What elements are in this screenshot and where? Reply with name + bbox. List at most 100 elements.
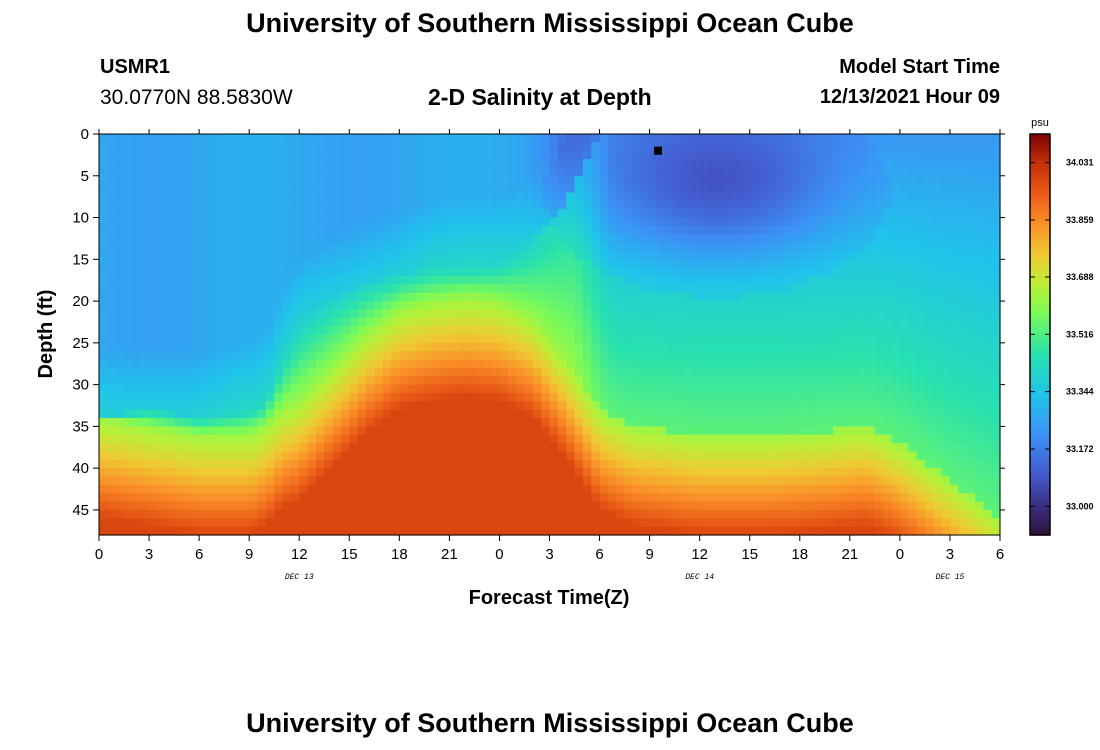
heatmap-cell (499, 334, 509, 344)
heatmap-cell (257, 292, 267, 302)
heatmap-cell (741, 384, 751, 394)
heatmap-cell (416, 326, 425, 336)
heatmap-cell (941, 134, 951, 143)
heatmap-cell (524, 384, 534, 394)
heatmap-cell (424, 250, 434, 260)
heatmap-cell (524, 317, 534, 327)
heatmap-cell (357, 309, 367, 319)
heatmap-cell (641, 234, 651, 244)
heatmap-cell (365, 217, 375, 227)
heatmap-cell (174, 476, 184, 486)
heatmap-cell (841, 192, 851, 202)
heatmap-cell (741, 459, 751, 469)
heatmap-cell (891, 175, 901, 185)
heatmap-cell (991, 292, 1001, 302)
heatmap-cell (232, 150, 242, 160)
heatmap-cell (215, 434, 225, 444)
heatmap-cell (541, 234, 551, 244)
heatmap-cell (424, 309, 434, 319)
heatmap-cell (499, 309, 509, 319)
heatmap-cell (115, 342, 125, 352)
heatmap-cell (883, 476, 893, 486)
heatmap-cell (132, 484, 142, 494)
heatmap-cell (107, 384, 117, 394)
heatmap-cell (407, 476, 417, 486)
heatmap-cell (432, 301, 442, 311)
heatmap-cell (724, 200, 734, 210)
heatmap-cell (174, 150, 184, 160)
heatmap-cell (207, 267, 217, 277)
heatmap-cell (207, 250, 217, 260)
heatmap-cell (899, 167, 909, 177)
heatmap-cell (182, 175, 192, 185)
heatmap-cell (733, 192, 742, 202)
heatmap-cell (115, 167, 125, 177)
heatmap-cell (299, 284, 309, 294)
heatmap-cell (499, 459, 509, 469)
heatmap-cell (149, 392, 158, 402)
heatmap-cell (240, 509, 250, 519)
heatmap-cell (124, 484, 133, 494)
heatmap-cell (883, 250, 893, 260)
heatmap-cell (516, 476, 526, 486)
heatmap-cell (457, 434, 467, 444)
heatmap-cell (566, 367, 576, 377)
heatmap-cell (599, 326, 609, 336)
heatmap-cell (733, 493, 742, 503)
heatmap-cell (541, 175, 551, 185)
heatmap-cell (165, 134, 175, 143)
heatmap-cell (774, 200, 784, 210)
heatmap-cell (524, 426, 534, 436)
heatmap-cell (282, 326, 292, 336)
heatmap-cell (766, 384, 776, 394)
heatmap-cell (808, 267, 818, 277)
heatmap-cell (516, 418, 526, 427)
heatmap-cell (824, 292, 834, 302)
heatmap-cell (274, 484, 284, 494)
heatmap-cell (866, 284, 876, 294)
heatmap-cell (290, 284, 300, 294)
heatmap-cell (816, 184, 826, 194)
heatmap-cell (858, 234, 868, 244)
heatmap-cell (974, 509, 984, 519)
heatmap-cell (849, 418, 859, 427)
heatmap-cell (232, 409, 242, 419)
heatmap-cell (841, 476, 851, 486)
heatmap-cell (215, 376, 225, 386)
heatmap-cell (666, 426, 676, 436)
heatmap-cell (983, 309, 993, 319)
heatmap-cell (507, 509, 517, 519)
heatmap-cell (265, 518, 275, 528)
heatmap-cell (174, 334, 184, 344)
heatmap-cell (307, 468, 317, 478)
heatmap-cell (207, 367, 217, 377)
heatmap-cell (616, 242, 626, 252)
heatmap-cell (299, 418, 309, 427)
heatmap-cell (416, 351, 425, 361)
heatmap-cell (357, 192, 367, 202)
heatmap-cell (99, 351, 108, 361)
heatmap-cell (174, 418, 184, 427)
heatmap-cell (691, 209, 701, 219)
heatmap-cell (140, 459, 150, 469)
heatmap-cell (741, 501, 751, 511)
heatmap-cell (441, 284, 450, 294)
heatmap-cell (766, 167, 776, 177)
heatmap-cell (916, 434, 926, 444)
heatmap-cell (758, 200, 767, 210)
heatmap-cell (933, 134, 943, 143)
heatmap-cell (974, 225, 984, 235)
heatmap-cell (991, 342, 1001, 352)
heatmap-cell (849, 259, 859, 269)
heatmap-cell (824, 367, 834, 377)
heatmap-cell (799, 292, 809, 302)
heatmap-cell (432, 384, 442, 394)
heatmap-cell (816, 309, 826, 319)
heatmap-cell (691, 409, 701, 419)
heatmap-cell (307, 401, 317, 411)
heatmap-cell (657, 459, 667, 469)
heatmap-cell (290, 518, 300, 528)
heatmap-cell (899, 217, 909, 227)
heatmap-cell (941, 200, 951, 210)
heatmap-cell (933, 292, 943, 302)
